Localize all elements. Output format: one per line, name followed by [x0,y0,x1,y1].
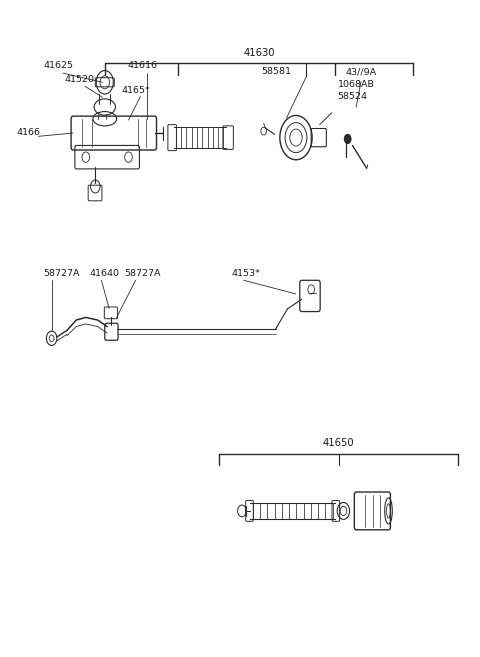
Text: 58727A: 58727A [124,269,161,279]
Text: 58581: 58581 [261,68,291,76]
Text: 4166: 4166 [16,128,40,137]
Text: 58727A: 58727A [43,269,80,279]
Text: 4153*: 4153* [231,269,260,279]
Text: 1068AB: 1068AB [338,80,374,89]
Text: 41520: 41520 [64,76,95,84]
Text: 4165*: 4165* [121,85,150,95]
Text: 58524: 58524 [338,92,368,101]
Text: 41625: 41625 [44,61,73,70]
Circle shape [344,135,351,143]
Text: 41630: 41630 [243,48,275,58]
Text: 41640: 41640 [90,269,120,279]
Text: 41616: 41616 [127,61,157,70]
Text: 41650: 41650 [323,438,355,448]
Text: 43//9A: 43//9A [345,68,376,76]
